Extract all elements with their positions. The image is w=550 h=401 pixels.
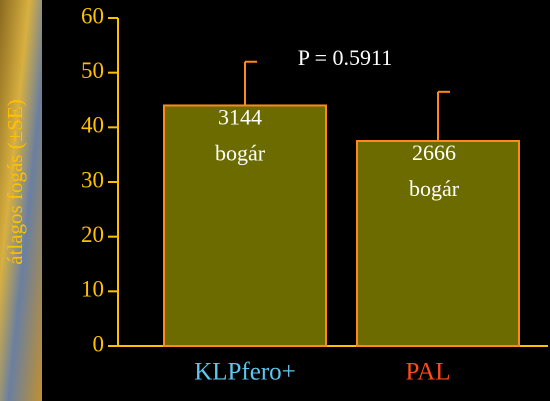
y-tick-label: 0 [93, 331, 105, 356]
bar-label: bogár [409, 176, 460, 201]
y-tick-label: 50 [81, 58, 104, 83]
bar [356, 140, 520, 347]
y-tick-label: 20 [81, 222, 104, 247]
annotation: P = 0.5911 [298, 45, 393, 70]
y-tick-label: 10 [81, 277, 104, 302]
x-tick-label: KLPfero+ [194, 359, 296, 386]
bar [163, 104, 327, 348]
y-tick-label: 30 [81, 167, 104, 192]
bar-label: 2666 [412, 140, 456, 165]
photo-strip [0, 0, 42, 401]
y-axis-label: átlagos fogás (±SE) [3, 99, 27, 265]
x-tick-label: PAL [406, 359, 451, 386]
y-tick-label: 60 [81, 3, 104, 28]
y-tick-label: 40 [81, 113, 104, 138]
bar-label: bogár [215, 141, 266, 166]
bar-label: 3144 [218, 105, 262, 130]
